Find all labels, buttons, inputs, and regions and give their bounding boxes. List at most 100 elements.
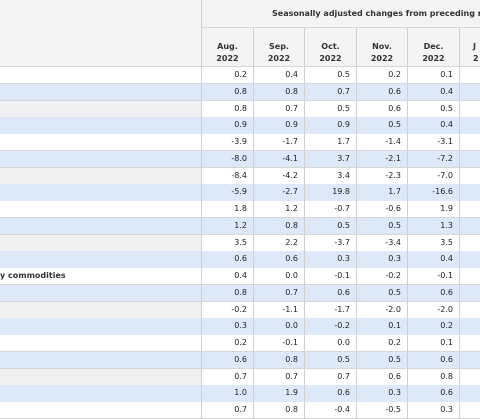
value-cell: -0.2 bbox=[305, 318, 357, 336]
value-cell: 0.5 bbox=[408, 100, 460, 118]
value-cell bbox=[460, 201, 480, 219]
value-cell: 0.2 bbox=[202, 335, 254, 353]
row-label bbox=[0, 351, 202, 369]
value-cell: 0.6 bbox=[408, 284, 460, 302]
value-cell: 0.8 bbox=[202, 100, 254, 118]
row-label bbox=[0, 368, 202, 386]
value-cell: -0.2 bbox=[202, 301, 254, 319]
value-cell: 0.0 bbox=[254, 318, 305, 336]
value-cell: -0.1 bbox=[254, 335, 305, 353]
value-cell: 0.8 bbox=[202, 284, 254, 302]
value-cell: -3.9 bbox=[202, 134, 254, 152]
value-cell: 0.7 bbox=[254, 368, 305, 386]
value-cell: -2.0 bbox=[357, 301, 408, 319]
value-cell: 0.8 bbox=[254, 217, 305, 235]
value-cell: 3.7 bbox=[305, 150, 357, 168]
value-cell: 3.5 bbox=[202, 234, 254, 252]
value-cell: 0.2 bbox=[357, 335, 408, 353]
value-cell: 0.5 bbox=[305, 100, 357, 118]
row-label bbox=[0, 251, 202, 269]
value-cell: 1.8 bbox=[202, 201, 254, 219]
value-cell: -3.1 bbox=[408, 134, 460, 152]
value-cell: 0.1 bbox=[408, 335, 460, 353]
value-cell: 0.6 bbox=[408, 351, 460, 369]
row-label bbox=[0, 301, 202, 319]
value-cell: 0.5 bbox=[357, 351, 408, 369]
value-cell: -5.9 bbox=[202, 184, 254, 202]
value-cell: 0.4 bbox=[202, 268, 254, 286]
value-cell: -0.5 bbox=[357, 402, 408, 419]
value-cell: 0.6 bbox=[202, 351, 254, 369]
value-cell: 0.3 bbox=[357, 251, 408, 269]
value-cell: 1.2 bbox=[202, 217, 254, 235]
value-cell: 3.5 bbox=[408, 234, 460, 252]
value-cell bbox=[460, 301, 480, 319]
value-cell: 0.5 bbox=[305, 217, 357, 235]
value-cell: -3.7 bbox=[305, 234, 357, 252]
value-cell: 0.6 bbox=[408, 385, 460, 403]
value-cell: 0.4 bbox=[408, 251, 460, 269]
value-cell: -16.6 bbox=[408, 184, 460, 202]
value-cell bbox=[460, 234, 480, 252]
value-cell: 0.8 bbox=[254, 83, 305, 101]
value-cell: -4.2 bbox=[254, 167, 305, 185]
value-cell: 0.0 bbox=[305, 335, 357, 353]
value-cell: 0.5 bbox=[357, 117, 408, 135]
value-cell: -0.1 bbox=[305, 268, 357, 286]
column-year: 2022 bbox=[267, 54, 291, 63]
value-cell: 0.5 bbox=[305, 67, 357, 85]
value-cell: 3.4 bbox=[305, 167, 357, 185]
value-cell: 1.0 bbox=[202, 385, 254, 403]
value-cell: 0.9 bbox=[305, 117, 357, 135]
value-cell: 0.6 bbox=[357, 83, 408, 101]
column-year: 2022 bbox=[370, 54, 394, 63]
value-cell: 0.7 bbox=[305, 83, 357, 101]
value-cell: 0.3 bbox=[357, 385, 408, 403]
row-label bbox=[0, 201, 202, 219]
column-header: Aug. 2022 bbox=[202, 28, 254, 67]
value-cell: 0.8 bbox=[408, 368, 460, 386]
value-cell: 0.8 bbox=[254, 402, 305, 419]
value-cell: 0.9 bbox=[202, 117, 254, 135]
row-label bbox=[0, 234, 202, 252]
value-cell: -0.1 bbox=[408, 268, 460, 286]
row-label bbox=[0, 117, 202, 135]
row-label bbox=[0, 83, 202, 101]
row-label bbox=[0, 284, 202, 302]
value-cell: 1.9 bbox=[408, 201, 460, 219]
row-label bbox=[0, 184, 202, 202]
value-cell: -1.4 bbox=[357, 134, 408, 152]
column-month: J bbox=[473, 42, 476, 51]
table-title: Seasonally adjusted changes from precedi… bbox=[202, 0, 480, 28]
column-month: Dec. bbox=[423, 42, 444, 51]
row-label: y commodities bbox=[0, 268, 202, 286]
column-month: Nov. bbox=[372, 42, 392, 51]
value-cell bbox=[460, 167, 480, 185]
value-cell: 0.3 bbox=[408, 402, 460, 419]
value-cell: -1.7 bbox=[254, 134, 305, 152]
value-cell: 2.2 bbox=[254, 234, 305, 252]
row-label bbox=[0, 385, 202, 403]
column-month: Aug. bbox=[217, 42, 238, 51]
column-year: 2022 bbox=[422, 54, 445, 63]
value-cell: 0.6 bbox=[357, 100, 408, 118]
value-cell: 0.6 bbox=[357, 368, 408, 386]
value-cell: 0.2 bbox=[202, 67, 254, 85]
value-cell: -0.7 bbox=[305, 201, 357, 219]
column-year: 2022 bbox=[319, 54, 342, 63]
stub-header bbox=[0, 0, 202, 67]
column-header: Nov. 2022 bbox=[357, 28, 408, 67]
value-cell: 1.3 bbox=[408, 217, 460, 235]
value-cell: -4.1 bbox=[254, 150, 305, 168]
value-cell: -2.0 bbox=[408, 301, 460, 319]
value-cell: 0.5 bbox=[357, 284, 408, 302]
value-cell: 0.1 bbox=[408, 67, 460, 85]
value-cell: -8.4 bbox=[202, 167, 254, 185]
value-cell: 0.4 bbox=[408, 117, 460, 135]
value-cell: 0.5 bbox=[357, 217, 408, 235]
value-cell: -2.3 bbox=[357, 167, 408, 185]
value-cell: -8.0 bbox=[202, 150, 254, 168]
value-cell: 0.7 bbox=[254, 100, 305, 118]
